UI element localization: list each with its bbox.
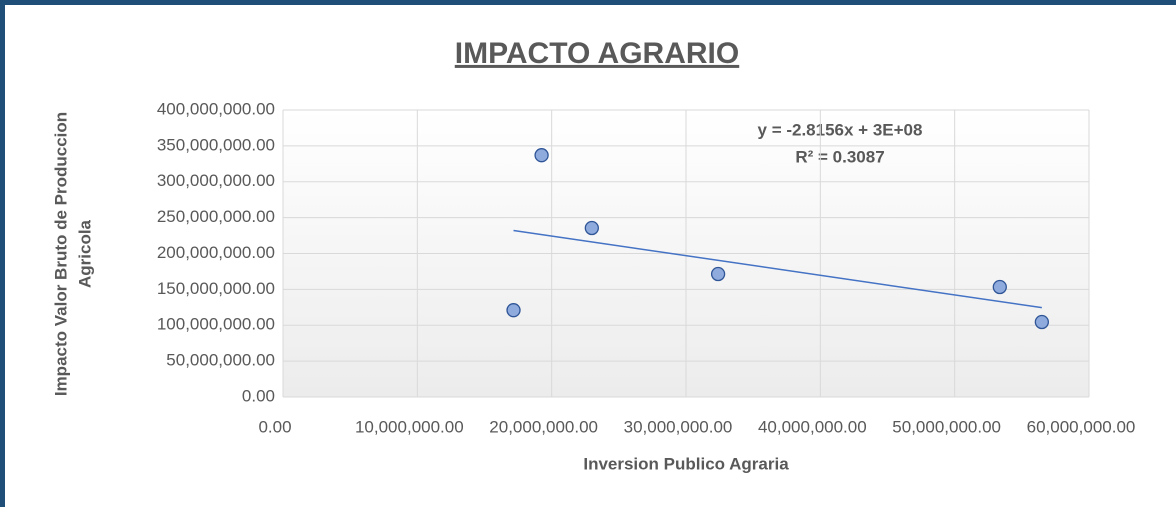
y-tick-label: 400,000,000.00 <box>157 99 275 118</box>
y-tick-label: 300,000,000.00 <box>157 171 275 190</box>
point <box>992 279 1007 295</box>
y-tick-label: 250,000,000.00 <box>157 207 275 226</box>
x-tick-label: 0.00 <box>258 417 291 436</box>
border-top <box>0 0 1176 5</box>
chart-title: IMPACTO AGRARIO <box>455 37 739 70</box>
trendline <box>513 229 1042 309</box>
x-tick-label: 50,000,000.00 <box>892 417 1001 436</box>
y-tick-label: 200,000,000.00 <box>157 243 275 262</box>
y-tick-label: 350,000,000.00 <box>157 135 275 154</box>
y-tick-label: 50,000,000.00 <box>166 351 275 370</box>
point <box>534 148 549 163</box>
point <box>506 303 521 318</box>
trendline-equation: y = -2.8156x + 3E+08 <box>758 120 923 139</box>
x-tick-label: 10,000,000.00 <box>355 417 464 436</box>
x-tick-label: 20,000,000.00 <box>489 417 598 436</box>
x-tick-label: 60,000,000.00 <box>1027 417 1136 436</box>
r-squared: R² = 0.3087 <box>795 147 884 166</box>
x-tick-label: 30,000,000.00 <box>624 417 733 436</box>
x-axis-label: Inversion Publico Agraria <box>583 454 789 473</box>
border-left <box>0 0 5 507</box>
point <box>1034 314 1049 330</box>
y-tick-label: 0.00 <box>242 386 275 405</box>
point <box>584 220 599 236</box>
y-tick-label: 100,000,000.00 <box>157 315 275 334</box>
point <box>710 266 726 282</box>
y-axis-label: Agricola <box>75 219 94 288</box>
y-tick-label: 150,000,000.00 <box>157 279 275 298</box>
y-axis-label: Impacto Valor Bruto de Produccion <box>51 112 70 396</box>
x-tick-label: 40,000,000.00 <box>758 417 867 436</box>
